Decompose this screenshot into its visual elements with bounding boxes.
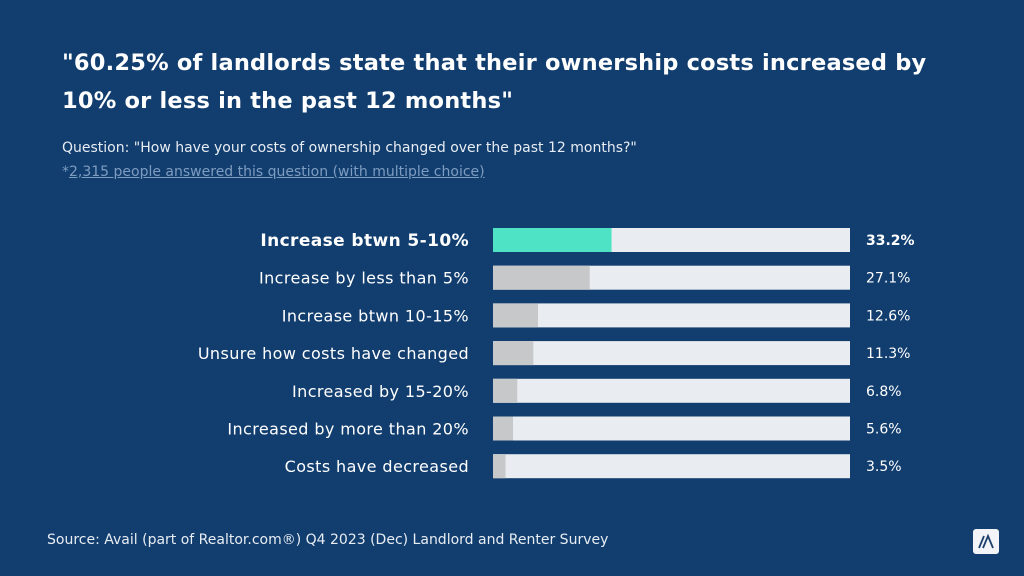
category-label: Increase by less than 5% bbox=[259, 269, 469, 288]
bar bbox=[493, 416, 513, 441]
value-label: 33.2% bbox=[866, 233, 915, 249]
bar-track bbox=[493, 341, 850, 366]
bar bbox=[493, 341, 534, 366]
value-label: 12.6% bbox=[866, 308, 910, 324]
source-text: Source: Avail (part of Realtor.com®) Q4 … bbox=[47, 532, 609, 548]
chart-title: "60.25% of landlords state that their ow… bbox=[62, 50, 927, 114]
respondents-link[interactable]: 2,315 people answered this question (wit… bbox=[69, 164, 485, 180]
bar bbox=[493, 454, 506, 479]
value-label: 11.3% bbox=[866, 346, 910, 362]
category-label: Costs have decreased bbox=[285, 457, 469, 476]
question-text: Question: "How have your costs of owners… bbox=[62, 140, 637, 156]
category-label: Increased by more than 20% bbox=[227, 420, 469, 439]
category-label: Increase btwn 10-15% bbox=[282, 306, 469, 325]
category-label: Increase btwn 5-10% bbox=[260, 231, 469, 251]
bar-track bbox=[493, 416, 850, 441]
avail-logo-icon bbox=[973, 529, 999, 554]
category-label: Unsure how costs have changed bbox=[198, 344, 469, 363]
bar-track bbox=[493, 454, 850, 479]
value-label: 27.1% bbox=[866, 271, 910, 287]
bar-track bbox=[493, 378, 850, 403]
value-label: 6.8% bbox=[866, 384, 902, 400]
value-label: 3.5% bbox=[866, 459, 902, 475]
respondents-note: *2,315 people answered this question (wi… bbox=[62, 164, 485, 180]
category-label: Increased by 15-20% bbox=[292, 382, 469, 401]
bar bbox=[493, 265, 590, 290]
bar bbox=[493, 303, 538, 328]
note-asterisk: * bbox=[62, 164, 69, 180]
bar-track bbox=[493, 303, 850, 328]
bar bbox=[493, 228, 612, 252]
value-label: 5.6% bbox=[866, 422, 902, 438]
bar bbox=[493, 378, 518, 403]
